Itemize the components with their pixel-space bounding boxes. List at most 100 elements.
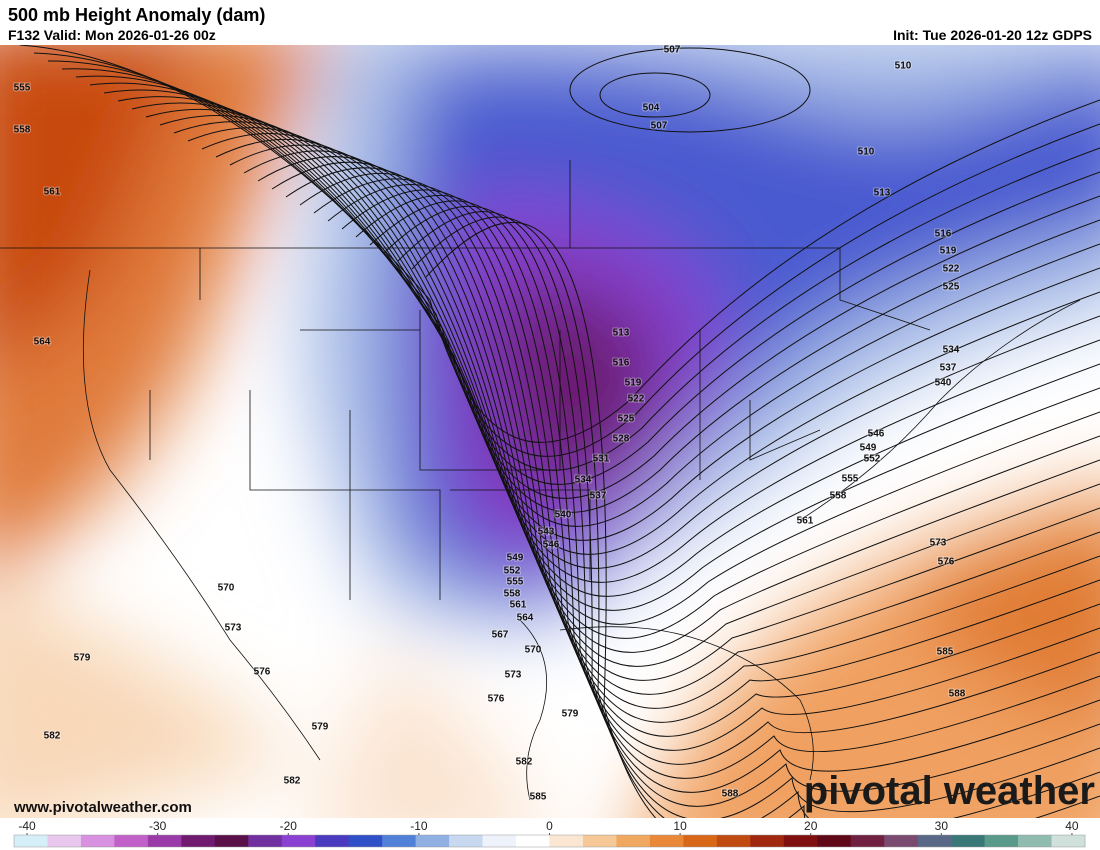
contour-label: 534	[575, 475, 592, 486]
contour-label: 570	[218, 583, 235, 594]
contour-label: 570	[525, 645, 542, 656]
contour-label: 561	[797, 516, 814, 527]
contour-line	[103, 89, 1100, 527]
colorbar-tick-label: -10	[410, 819, 428, 833]
colorbar-swatch	[248, 835, 283, 847]
contour-label: 555	[842, 474, 859, 485]
contour-label: 558	[830, 491, 847, 502]
colorbar-swatch	[750, 835, 785, 847]
contour-label: 540	[935, 378, 952, 389]
colorbar-tick-label: -30	[149, 819, 167, 833]
contour-label: 510	[895, 61, 912, 72]
contour-label: 504	[643, 103, 660, 114]
colorbar-swatch	[80, 835, 115, 847]
contour-label: 516	[613, 358, 630, 369]
contour-label: 507	[651, 121, 668, 132]
contour-line	[569, 47, 811, 133]
map	[0, 45, 1100, 818]
subtitle: F132 Valid: Mon 2026-01-26 00z	[8, 27, 216, 43]
height-contours	[19, 45, 1100, 818]
colorbar-swatch	[817, 835, 852, 847]
contour-label: 582	[284, 776, 301, 787]
colorbar-swatch	[582, 835, 617, 847]
colorbar-tick-label: -20	[280, 819, 298, 833]
contour-label: 549	[507, 553, 524, 564]
colorbar-swatch	[415, 835, 450, 847]
contour-label: 540	[555, 510, 572, 521]
contour-label: 546	[543, 540, 560, 551]
contour-label: 513	[874, 188, 891, 199]
contour-label: 582	[44, 731, 61, 742]
contour-line	[299, 172, 1100, 723]
colorbar-swatch	[181, 835, 216, 847]
contour-label: 558	[504, 589, 521, 600]
contour-line	[145, 108, 1100, 569]
contour-line	[327, 183, 1100, 751]
contour-line	[271, 161, 1100, 695]
logo: pivotal weather	[804, 769, 1095, 813]
contour-line	[313, 178, 1100, 737]
colorbar-swatch	[1018, 835, 1053, 847]
site-url: www.pivotalweather.com	[13, 799, 192, 816]
colorbar-swatch	[449, 835, 484, 847]
colorbar-swatch	[382, 835, 417, 847]
contour-label: 585	[530, 792, 547, 803]
contour-line	[61, 68, 1100, 485]
contour-line	[215, 139, 1100, 639]
contour-label: 513	[613, 328, 630, 339]
contour-label: 579	[312, 722, 329, 733]
contour-line	[243, 150, 1100, 667]
colorbar-tick-label: 10	[673, 819, 687, 833]
colorbar-swatch	[649, 835, 684, 847]
colorbar-tick-label: 0	[546, 819, 553, 833]
contour-line	[89, 82, 1100, 513]
contour-label: 522	[943, 264, 960, 275]
colorbar-swatch	[114, 835, 149, 847]
contour-label: 573	[505, 670, 522, 681]
colorbar-swatch	[516, 835, 550, 847]
contour-line	[285, 167, 1100, 709]
contour-label: 525	[943, 282, 960, 293]
contour-label: 576	[488, 694, 505, 705]
colorbar-tick-label: -40	[18, 819, 36, 833]
contour-label: 555	[14, 83, 31, 94]
borders	[0, 160, 1081, 801]
colorbar-swatch	[683, 835, 718, 847]
contour-label: 516	[935, 229, 952, 240]
colorbar-swatch	[47, 835, 82, 847]
colorbar-swatch	[984, 835, 1019, 847]
contour-labels: 555 558 561 564 570 573 576 579 579 582 582 582 585 5…	[13, 44, 967, 804]
contour-label: 561	[44, 187, 61, 198]
contour-label: 573	[225, 623, 242, 634]
contour-line	[117, 96, 1100, 541]
colorbar-swatch	[884, 835, 919, 847]
contour-label: 567	[492, 630, 509, 641]
contour-label: 558	[14, 125, 31, 136]
contour-label: 564	[517, 613, 534, 624]
contour-label: 534	[943, 345, 960, 356]
contour-label: 552	[504, 566, 521, 577]
contour-label: 522	[628, 394, 645, 405]
contour-line	[383, 205, 1100, 807]
colorbar-swatch	[951, 835, 986, 847]
contour-label: 582	[516, 757, 533, 768]
contour-label: 537	[940, 363, 957, 374]
contour-label: 525	[618, 414, 635, 425]
title: 500 mb Height Anomaly (dam)	[8, 5, 265, 25]
contour-label: 519	[625, 378, 642, 389]
contour-label: 507	[664, 45, 681, 56]
contour-label: 585	[937, 647, 954, 658]
colorbar-swatch	[1051, 835, 1086, 847]
contour-label: 552	[864, 454, 881, 465]
colorbar-tick-label: 30	[935, 819, 949, 833]
contour-label: 543	[538, 527, 555, 538]
contour-line	[19, 45, 1100, 443]
colorbar-swatch	[482, 835, 517, 847]
contour-label: 579	[74, 653, 91, 664]
colorbar-tick-label: 40	[1065, 819, 1079, 833]
colorbar-swatch	[14, 835, 48, 847]
contour-line	[397, 211, 1100, 818]
contour-label: 579	[562, 709, 579, 720]
colorbar-tick-label: 20	[804, 819, 818, 833]
colorbar: -40 -30 -20 -10 0 10 20 30 40	[13, 819, 1086, 848]
